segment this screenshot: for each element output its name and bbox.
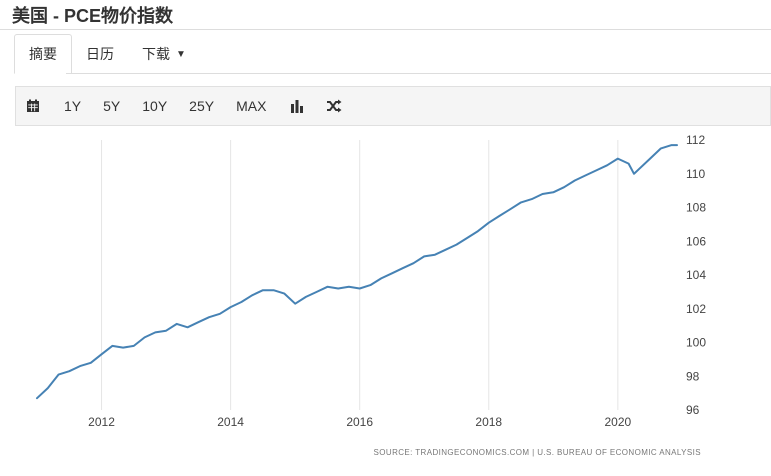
range-max-button[interactable]: MAX bbox=[228, 93, 274, 119]
chart-area: 96 98 100 102 104 106 108 110 112 2012 2014 2016 20… bbox=[15, 128, 771, 471]
x-tick-label: 2012 bbox=[88, 415, 115, 429]
tab-download[interactable]: 下载 ▼ bbox=[128, 34, 200, 74]
range-10y-button[interactable]: 10Y bbox=[134, 93, 175, 119]
calendar-button[interactable] bbox=[20, 93, 46, 119]
tab-calendar[interactable]: 日历 bbox=[72, 34, 128, 74]
tab-bar: 摘要 日历 下载 ▼ bbox=[14, 34, 200, 74]
range-10y-label: 10Y bbox=[142, 98, 168, 114]
tab-download-label: 下载 bbox=[142, 46, 170, 62]
range-5y-label: 5Y bbox=[103, 98, 121, 114]
tab-calendar-label: 日历 bbox=[86, 46, 114, 62]
y-tick-label: 108 bbox=[686, 201, 706, 215]
range-5y-button[interactable]: 5Y bbox=[95, 93, 128, 119]
y-tick-label: 102 bbox=[686, 302, 706, 316]
y-tick-label: 104 bbox=[686, 268, 706, 282]
range-25y-button[interactable]: 25Y bbox=[181, 93, 222, 119]
y-tick-label: 110 bbox=[686, 167, 705, 181]
caret-down-icon: ▼ bbox=[176, 48, 186, 60]
shuffle-icon bbox=[327, 99, 342, 113]
grid-lines bbox=[101, 140, 619, 410]
x-tick-label: 2016 bbox=[346, 415, 373, 429]
title-bar: 美国 - PCE物价指数 bbox=[0, 0, 771, 30]
x-tick-label: 2014 bbox=[217, 415, 244, 429]
tab-summary-label: 摘要 bbox=[29, 46, 57, 62]
series-layer bbox=[36, 144, 678, 400]
y-tick-label: 96 bbox=[686, 403, 700, 417]
y-axis: 96 98 100 102 104 106 108 110 112 bbox=[686, 133, 706, 417]
pce-series-line bbox=[36, 144, 678, 400]
tabs-divider bbox=[66, 73, 771, 74]
range-max-label: MAX bbox=[236, 98, 267, 114]
range-25y-label: 25Y bbox=[189, 98, 215, 114]
compare-button[interactable] bbox=[320, 93, 348, 119]
x-tick-label: 2020 bbox=[604, 415, 631, 429]
bar-chart-icon bbox=[291, 100, 304, 113]
y-tick-label: 106 bbox=[686, 234, 706, 248]
y-tick-label: 98 bbox=[686, 369, 700, 383]
y-tick-label: 100 bbox=[686, 336, 706, 350]
chart-type-button[interactable] bbox=[284, 93, 310, 119]
source-text: SOURCE: TRADINGECONOMICS.COM | U.S. BURE… bbox=[374, 448, 701, 457]
x-axis: 2012 2014 2016 2018 2020 bbox=[88, 415, 631, 429]
range-1y-label: 1Y bbox=[64, 98, 82, 114]
calendar-icon bbox=[27, 99, 39, 112]
x-tick-label: 2018 bbox=[475, 415, 502, 429]
range-1y-button[interactable]: 1Y bbox=[56, 93, 89, 119]
page-title: 美国 - PCE物价指数 bbox=[12, 6, 174, 26]
y-tick-label: 112 bbox=[686, 133, 705, 147]
chart-toolbar: 1Y 5Y 10Y 25Y MAX bbox=[15, 86, 771, 126]
tab-summary[interactable]: 摘要 bbox=[14, 34, 72, 74]
